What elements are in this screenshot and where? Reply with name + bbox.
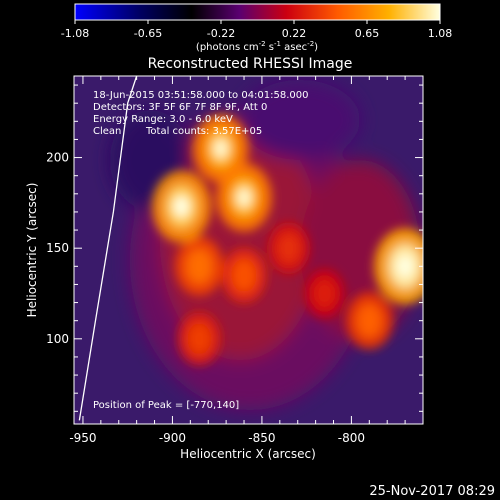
solar-limb-curve	[78, 76, 138, 421]
x-tick-label: -950	[69, 431, 96, 445]
y-axis-ticks: 100 150 200	[46, 84, 423, 412]
time-range-text: 18-Jun-2015 03:51:58.000 to 04:01:58.000	[93, 90, 309, 101]
source-peak	[173, 195, 190, 218]
x-tick-label: -900	[159, 431, 186, 445]
colorbar-gradient	[74, 3, 441, 21]
colorbar-tick-label: -0.22	[207, 27, 235, 40]
diffuse-region	[240, 80, 360, 160]
header-annotations: 18-Jun-2015 03:51:58.000 to 04:01:58.000…	[93, 90, 309, 411]
y-tick-label: 150	[46, 241, 69, 255]
colorbar-tick-label: -1.08	[61, 27, 89, 40]
energy-range-text: Energy Range: 3.0 - 6.0 keV	[93, 114, 233, 125]
plot-frame	[73, 75, 424, 425]
colorbar: -1.08 -0.65 -0.22 0.22 0.65 1.08 (photon…	[61, 3, 453, 53]
x-tick-label: -850	[248, 431, 275, 445]
x-axis-label: Heliocentric X (arcsec)	[180, 447, 316, 461]
y-tick-label: 100	[46, 332, 69, 346]
y-axis-label: Heliocentric Y (arcsec)	[25, 183, 39, 318]
colorbar-units: (photons cm-2 s-1 asec-2)	[196, 40, 318, 53]
x-axis-ticks: -950 -900 -850 -800	[69, 76, 424, 445]
source-core	[186, 248, 213, 284]
total-counts-text: Total counts: 3.57E+05	[145, 126, 262, 137]
heatmap-sources	[152, 114, 423, 366]
source-core	[313, 278, 336, 309]
source-core	[356, 303, 382, 338]
colorbar-tick-label: 0.22	[282, 27, 307, 40]
source-peak	[396, 255, 414, 278]
peak-position-text: Position of Peak = [-770,140]	[93, 400, 239, 411]
x-tick-label: -800	[338, 431, 365, 445]
source-peak	[236, 187, 252, 208]
clean-text: Clean	[93, 126, 121, 137]
footer-timestamp: 25-Nov-2017 08:29	[369, 484, 495, 499]
heatmap-image	[74, 76, 423, 424]
colorbar-tick-label: 0.65	[355, 27, 380, 40]
detectors-text: Detectors: 3F 5F 6F 7F 8F 9F, Att 0	[93, 102, 267, 113]
colorbar-tick-label: 1.08	[428, 27, 453, 40]
source-core	[187, 323, 212, 355]
y-tick-label: 200	[46, 151, 69, 165]
source-core	[231, 259, 257, 292]
source-peak	[213, 138, 229, 159]
colorbar-ticks	[74, 20, 441, 24]
source-core	[277, 233, 301, 264]
colorbar-tick-label: -0.65	[134, 27, 162, 40]
chart-title: Reconstructed RHESSI Image	[148, 56, 353, 72]
